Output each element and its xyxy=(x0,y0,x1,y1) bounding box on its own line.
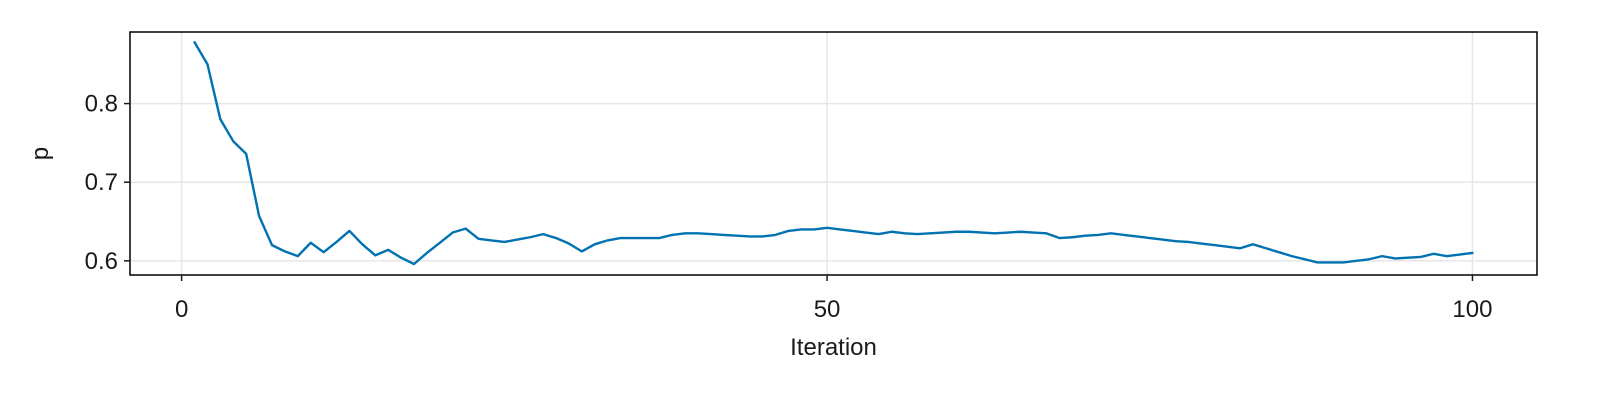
plot-frame xyxy=(129,31,1538,276)
x-axis-title: Iteration xyxy=(790,334,877,361)
series-line xyxy=(193,41,1474,266)
x-tick-label: 0 xyxy=(175,296,188,323)
grid-lines xyxy=(130,32,1537,275)
y-tick-label: 0.8 xyxy=(85,91,118,118)
series-group xyxy=(193,41,1474,266)
axis-ticks: 0 50 100 0.6 0.7 0.8 xyxy=(85,91,1493,323)
x-tick-label: 50 xyxy=(814,296,841,323)
y-tick-label: 0.6 xyxy=(85,248,118,275)
y-axis-title: p xyxy=(27,147,54,160)
y-tick-label: 0.7 xyxy=(85,169,118,196)
x-tick-label: 100 xyxy=(1452,296,1492,323)
